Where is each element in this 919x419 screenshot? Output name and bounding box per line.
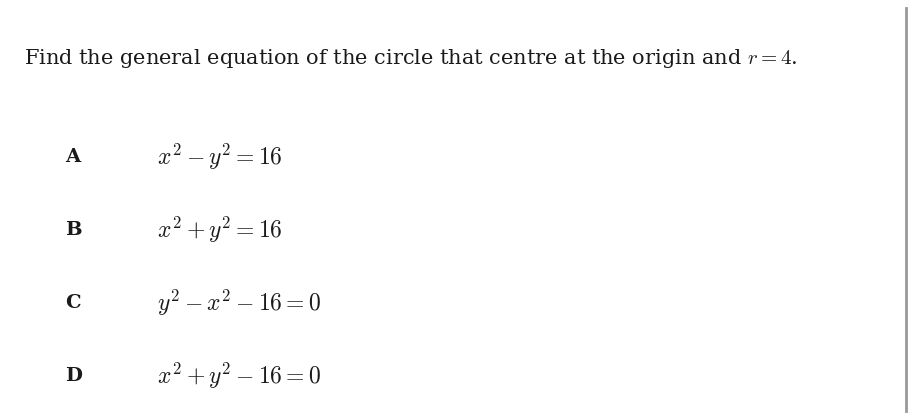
Text: $x^2 + y^2 - 16 = 0$: $x^2 + y^2 - 16 = 0$ (156, 360, 321, 391)
Text: C: C (65, 294, 81, 312)
Text: B: B (65, 221, 82, 239)
Text: D: D (65, 367, 82, 385)
Text: Find the general equation of the circle that centre at the origin and $r = 4$.: Find the general equation of the circle … (24, 47, 796, 70)
Text: $y^2 - x^2 - 16 = 0$: $y^2 - x^2 - 16 = 0$ (156, 287, 321, 318)
Text: A: A (65, 148, 80, 166)
Text: $x^2 + y^2 = 16$: $x^2 + y^2 = 16$ (156, 215, 282, 245)
Text: $x^2 - y^2 = 16$: $x^2 - y^2 = 16$ (156, 142, 282, 172)
